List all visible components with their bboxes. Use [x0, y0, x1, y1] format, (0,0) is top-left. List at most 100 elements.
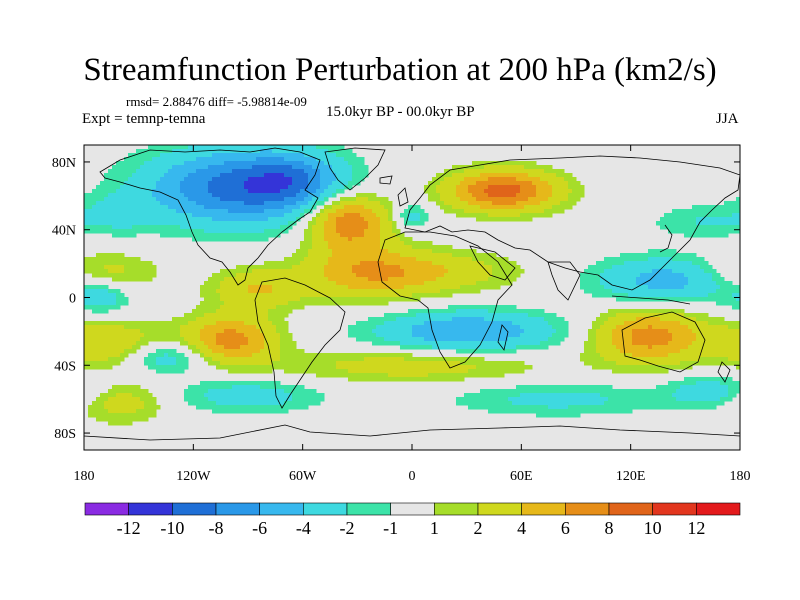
field-cell: [220, 197, 225, 202]
field-cell: [348, 165, 353, 170]
field-cell: [344, 181, 349, 186]
field-cell: [328, 193, 333, 198]
field-cell: [328, 273, 333, 278]
field-cell: [140, 269, 145, 274]
field-cell: [436, 193, 441, 198]
field-cell: [216, 297, 221, 302]
field-cell: [208, 293, 213, 298]
field-cell: [104, 329, 109, 334]
field-cell: [460, 189, 465, 194]
field-cell: [504, 329, 509, 334]
field-cell: [344, 241, 349, 246]
field-cell: [344, 217, 349, 222]
field-cell: [276, 273, 281, 278]
field-cell: [416, 361, 421, 366]
field-cell: [444, 281, 449, 286]
field-cell: [484, 329, 489, 334]
field-cell: [244, 277, 249, 282]
field-cell: [280, 277, 285, 282]
field-cell: [340, 269, 345, 274]
field-cell: [336, 157, 341, 162]
field-cell: [132, 401, 137, 406]
field-cell: [224, 193, 229, 198]
field-cell: [292, 385, 297, 390]
field-cell: [424, 309, 429, 314]
field-cell: [404, 341, 409, 346]
field-cell: [444, 249, 449, 254]
field-cell: [500, 273, 505, 278]
field-cell: [440, 193, 445, 198]
field-cell: [448, 313, 453, 318]
field-cell: [328, 189, 333, 194]
field-cell: [92, 257, 97, 262]
field-cell: [216, 401, 221, 406]
field-cell: [276, 185, 281, 190]
field-cell: [84, 221, 89, 226]
field-cell: [128, 337, 133, 342]
field-cell: [272, 261, 277, 266]
field-cell: [220, 161, 225, 166]
field-cell: [324, 277, 329, 282]
field-cell: [416, 297, 421, 302]
field-cell: [284, 341, 289, 346]
field-cell: [352, 157, 357, 162]
field-cell: [168, 177, 173, 182]
field-cell: [252, 365, 257, 370]
field-cell: [436, 281, 441, 286]
field-cell: [244, 181, 249, 186]
field-cell: [308, 169, 313, 174]
field-cell: [360, 193, 365, 198]
field-cell: [368, 241, 373, 246]
field-cell: [288, 353, 293, 358]
field-cell: [468, 173, 473, 178]
field-cell: [132, 269, 137, 274]
field-cell: [444, 345, 449, 350]
field-cell: [300, 301, 305, 306]
field-cell: [136, 261, 141, 266]
field-cell: [208, 181, 213, 186]
field-cell: [488, 405, 493, 410]
field-cell: [204, 389, 209, 394]
field-cell: [112, 201, 117, 206]
field-cell: [160, 229, 165, 234]
field-cell: [268, 337, 273, 342]
field-cell: [120, 173, 125, 178]
field-cell: [384, 281, 389, 286]
field-cell: [216, 405, 221, 410]
field-cell: [412, 281, 417, 286]
field-cell: [352, 209, 357, 214]
field-cell: [120, 421, 125, 426]
field-cell: [348, 237, 353, 242]
field-cell: [244, 217, 249, 222]
field-cell: [480, 405, 485, 410]
field-cell: [344, 173, 349, 178]
field-cell: [104, 193, 109, 198]
field-cell: [352, 261, 357, 266]
field-cell: [108, 293, 113, 298]
field-cell: [172, 193, 177, 198]
field-cell: [236, 313, 241, 318]
field-cell: [348, 277, 353, 282]
field-cell: [232, 273, 237, 278]
field-cell: [188, 385, 193, 390]
field-cell: [492, 321, 497, 326]
field-cell: [388, 205, 393, 210]
field-cell: [124, 321, 129, 326]
field-cell: [276, 285, 281, 290]
field-cell: [224, 285, 229, 290]
field-cell: [480, 345, 485, 350]
field-cell: [356, 337, 361, 342]
field-cell: [280, 157, 285, 162]
field-cell: [272, 193, 277, 198]
field-cell: [308, 365, 313, 370]
field-cell: [496, 373, 501, 378]
field-cell: [508, 337, 513, 342]
field-cell: [320, 165, 325, 170]
field-cell: [256, 325, 261, 330]
field-cell: [396, 365, 401, 370]
field-cell: [280, 269, 285, 274]
field-cell: [212, 161, 217, 166]
field-cell: [128, 413, 133, 418]
field-cell: [356, 213, 361, 218]
field-cell: [204, 181, 209, 186]
